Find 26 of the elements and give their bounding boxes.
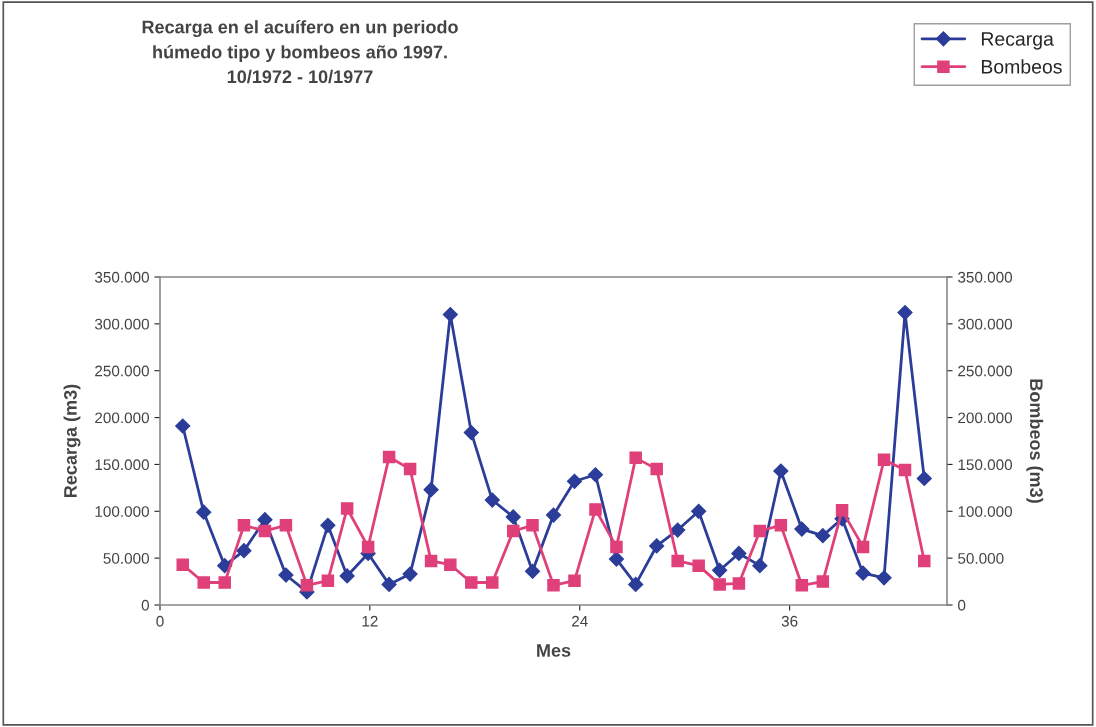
y-tick-label: 300.000 xyxy=(94,318,149,330)
x-tick-label: 12 xyxy=(362,615,378,627)
x-axis-title: Mes xyxy=(537,644,571,657)
y2-tick-label: 50.000 xyxy=(958,553,1004,564)
y2-tick-label: 350.000 xyxy=(958,271,1013,283)
y2-tick-label: 250.000 xyxy=(958,365,1013,377)
y2-tick-label: 100.000 xyxy=(958,506,1013,517)
y2-axis-title: Bombeos (m3) xyxy=(1026,379,1044,503)
x-tick-label: 0 xyxy=(156,615,164,627)
y2-tick-label: 0 xyxy=(958,599,966,611)
x-tick-label: 24 xyxy=(572,615,588,627)
x-tick-label: 36 xyxy=(781,615,798,627)
y-tick-label: 350.000 xyxy=(94,271,149,283)
y2-tick-label: 200.000 xyxy=(958,412,1013,424)
legend-label: Bombeos xyxy=(981,59,1062,74)
y2-tick-label: 150.000 xyxy=(958,459,1013,471)
y-tick-label: 100.000 xyxy=(95,506,149,517)
legend-label: Recarga xyxy=(981,32,1054,50)
y-tick-label: 0 xyxy=(141,599,149,611)
y-tick-label: 50.000 xyxy=(103,553,149,564)
y-axis-title: Recarga (m3) xyxy=(63,384,81,497)
y2-tick-label: 300.000 xyxy=(958,318,1013,330)
y-tick-label: 200.000 xyxy=(95,412,149,424)
chart-title: Recarga en el acuífero en un periodo húmedo tipo y bombeos año 1997. 10/1972 - 10/1977 xyxy=(142,20,458,84)
y-tick-label: 250.000 xyxy=(95,365,149,377)
y-tick-label: 150.000 xyxy=(95,459,149,471)
